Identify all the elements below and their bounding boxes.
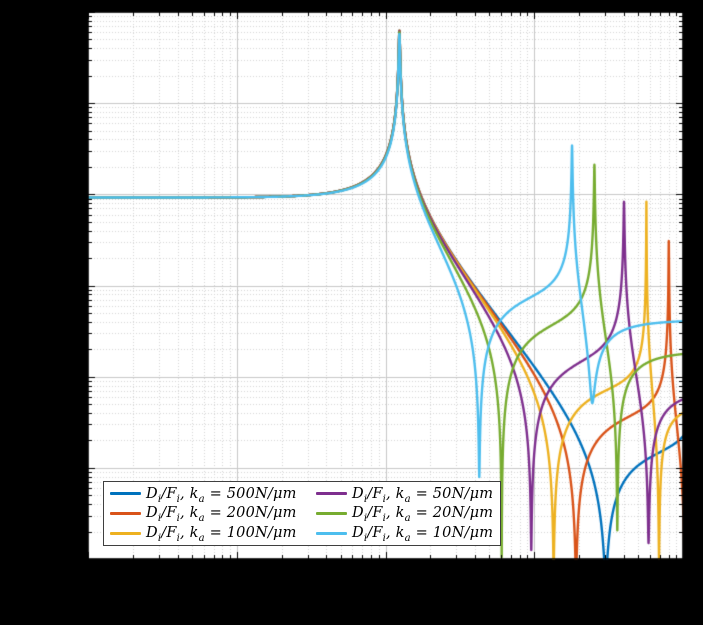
legend-line-swatch [110, 531, 141, 535]
legend-label: Di/Fi, ka = 100N/μm [146, 524, 297, 544]
legend-label: Di/Fi, ka = 200N/μm [146, 505, 297, 525]
legend-line-swatch [316, 492, 347, 496]
legend-line-swatch [110, 512, 141, 515]
legend-entry: Di/Fi, ka = 100N/μm [110, 523, 316, 543]
legend-label: Di/Fi, ka = 10N/μm [352, 524, 494, 544]
legend-label: Di/Fi, ka = 50N/μm [352, 485, 494, 505]
legend-entry: Di/Fi, ka = 10N/μm [316, 523, 496, 543]
legend-line-swatch [110, 492, 141, 496]
legend-entry: Di/Fi, ka = 50N/μm [316, 484, 496, 504]
legend-line-swatch [316, 531, 347, 535]
legend: Di/Fi, ka = 500N/μm Di/Fi, ka = 200N/μm Di… [103, 481, 501, 546]
legend-entry: Di/Fi, ka = 200N/μm [110, 504, 316, 524]
legend-entry: Di/Fi, ka = 20N/μm [316, 504, 496, 524]
legend-entry: Di/Fi, ka = 500N/μm [110, 484, 316, 504]
legend-label: Di/Fi, ka = 500N/μm [146, 485, 297, 505]
legend-label: Di/Fi, ka = 20N/μm [352, 505, 494, 525]
legend-line-swatch [316, 512, 347, 515]
